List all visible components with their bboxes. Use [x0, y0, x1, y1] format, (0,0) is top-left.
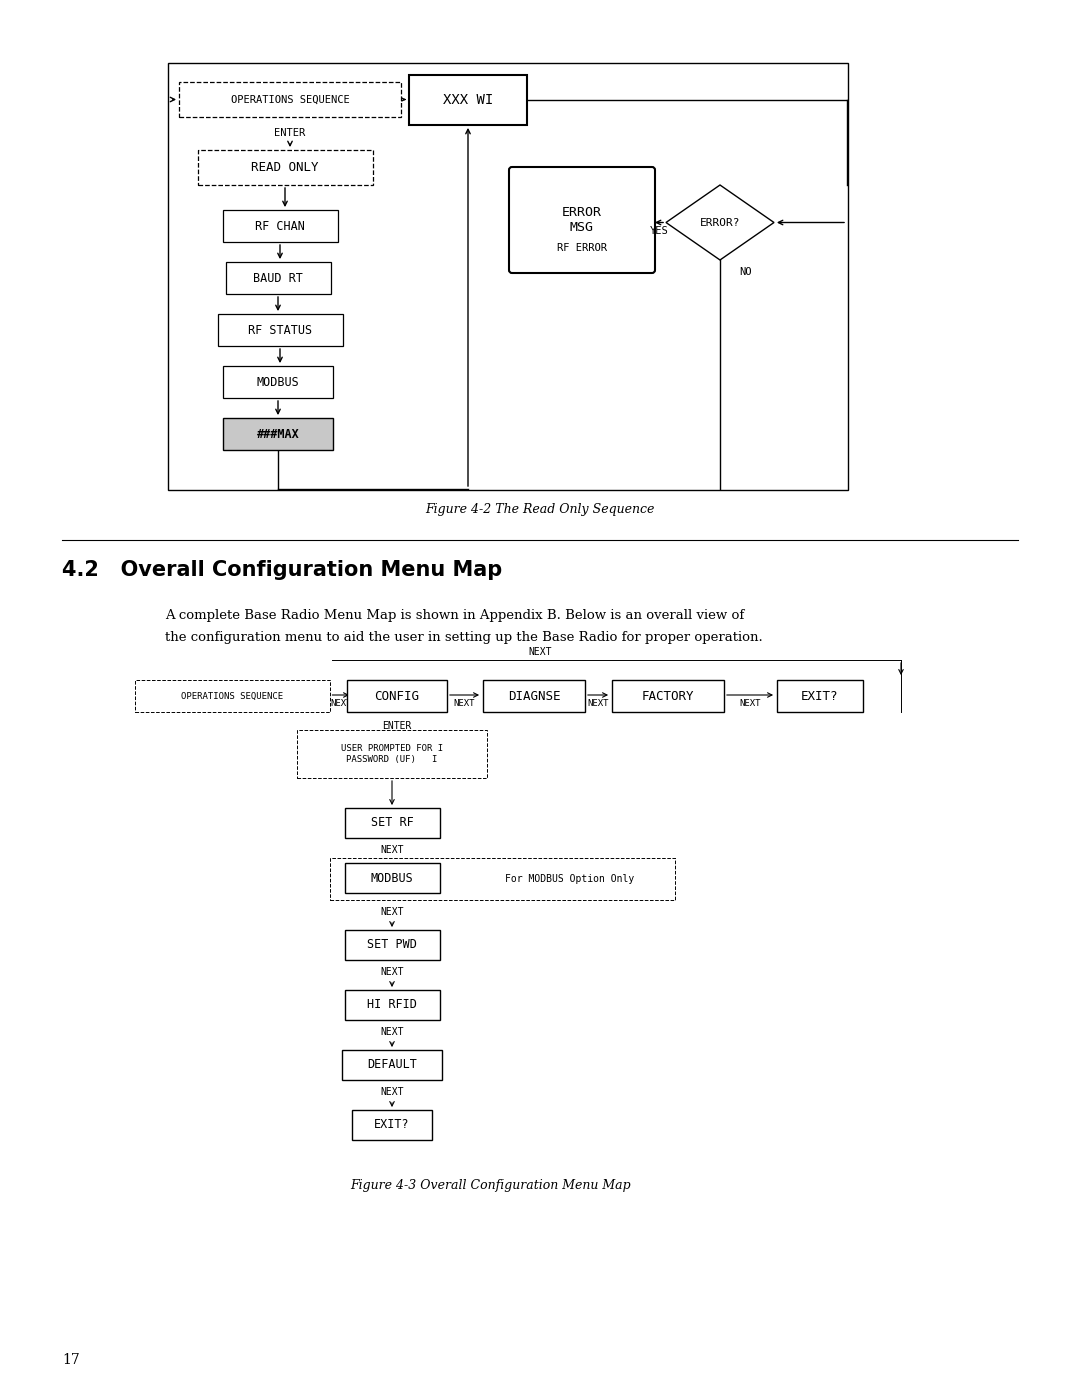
- Text: EXIT?: EXIT?: [801, 690, 839, 703]
- Bar: [352, 1111, 432, 1140]
- Text: EXIT?: EXIT?: [374, 1119, 409, 1132]
- Bar: [297, 731, 487, 778]
- Text: ERROR
MSG: ERROR MSG: [562, 205, 602, 235]
- Bar: [345, 990, 440, 1020]
- Text: DIAGNSE: DIAGNSE: [508, 690, 561, 703]
- Text: SET PWD: SET PWD: [367, 939, 417, 951]
- Text: USER PROMPTED FOR I
PASSWORD (UF)   I: USER PROMPTED FOR I PASSWORD (UF) I: [341, 745, 443, 764]
- Text: NEXT: NEXT: [380, 967, 404, 977]
- Text: ###MAX: ###MAX: [257, 427, 299, 440]
- Bar: [345, 863, 440, 893]
- Bar: [217, 314, 342, 346]
- Bar: [226, 263, 330, 293]
- Text: NEXT: NEXT: [330, 698, 351, 707]
- Bar: [222, 418, 333, 450]
- Bar: [345, 807, 440, 838]
- Text: SET RF: SET RF: [370, 816, 414, 830]
- Text: DEFAULT: DEFAULT: [367, 1059, 417, 1071]
- Text: NEXT: NEXT: [380, 907, 404, 916]
- Text: the configuration menu to aid the user in setting up the Base Radio for proper o: the configuration menu to aid the user i…: [165, 631, 762, 644]
- Bar: [612, 680, 724, 712]
- Text: NEXT: NEXT: [739, 698, 760, 707]
- Bar: [222, 210, 337, 242]
- Bar: [347, 680, 447, 712]
- Text: 17: 17: [62, 1354, 80, 1368]
- Bar: [330, 858, 675, 900]
- Text: NEXT: NEXT: [454, 698, 475, 707]
- Bar: [168, 63, 848, 490]
- Bar: [198, 149, 373, 184]
- Text: NO: NO: [739, 267, 752, 277]
- Text: RF ERROR: RF ERROR: [557, 243, 607, 253]
- Text: MODBUS: MODBUS: [257, 376, 299, 388]
- Bar: [345, 930, 440, 960]
- Text: Figure 4-2 The Read Only Sequence: Figure 4-2 The Read Only Sequence: [426, 503, 654, 517]
- Bar: [483, 680, 585, 712]
- Text: BAUD RT: BAUD RT: [253, 271, 302, 285]
- Text: ERROR?: ERROR?: [700, 218, 740, 228]
- Text: A complete Base Radio Menu Map is shown in Appendix B. Below is an overall view : A complete Base Radio Menu Map is shown …: [165, 609, 744, 623]
- Text: ENTER: ENTER: [274, 129, 306, 138]
- Text: XXX WI: XXX WI: [443, 94, 494, 108]
- Text: CONFIG: CONFIG: [375, 690, 419, 703]
- Text: NEXT: NEXT: [528, 647, 552, 657]
- Text: RF CHAN: RF CHAN: [255, 219, 305, 232]
- Text: MODBUS: MODBUS: [370, 872, 414, 884]
- Text: 4.2   Overall Configuration Menu Map: 4.2 Overall Configuration Menu Map: [62, 560, 502, 580]
- Text: OPERATIONS SEQUENCE: OPERATIONS SEQUENCE: [231, 95, 349, 105]
- Bar: [222, 366, 333, 398]
- FancyBboxPatch shape: [509, 168, 654, 272]
- Text: FACTORY: FACTORY: [642, 690, 694, 703]
- Text: ENTER: ENTER: [382, 721, 411, 731]
- Text: Figure 4-3 Overall Configuration Menu Map: Figure 4-3 Overall Configuration Menu Ma…: [350, 1179, 631, 1192]
- Text: For MODBUS Option Only: For MODBUS Option Only: [505, 875, 634, 884]
- Text: READ ONLY: READ ONLY: [252, 161, 319, 175]
- Text: NEXT: NEXT: [380, 845, 404, 855]
- Text: HI RFID: HI RFID: [367, 999, 417, 1011]
- Text: RF STATUS: RF STATUS: [248, 324, 312, 337]
- Text: OPERATIONS SEQUENCE: OPERATIONS SEQUENCE: [181, 692, 283, 700]
- Text: YES: YES: [650, 225, 669, 236]
- Bar: [342, 1051, 442, 1080]
- Bar: [179, 82, 401, 117]
- Bar: [135, 680, 329, 712]
- Text: NEXT: NEXT: [380, 1087, 404, 1097]
- Text: NEXT: NEXT: [380, 1027, 404, 1037]
- Bar: [409, 75, 527, 124]
- Bar: [777, 680, 863, 712]
- Text: NEXT: NEXT: [588, 698, 609, 707]
